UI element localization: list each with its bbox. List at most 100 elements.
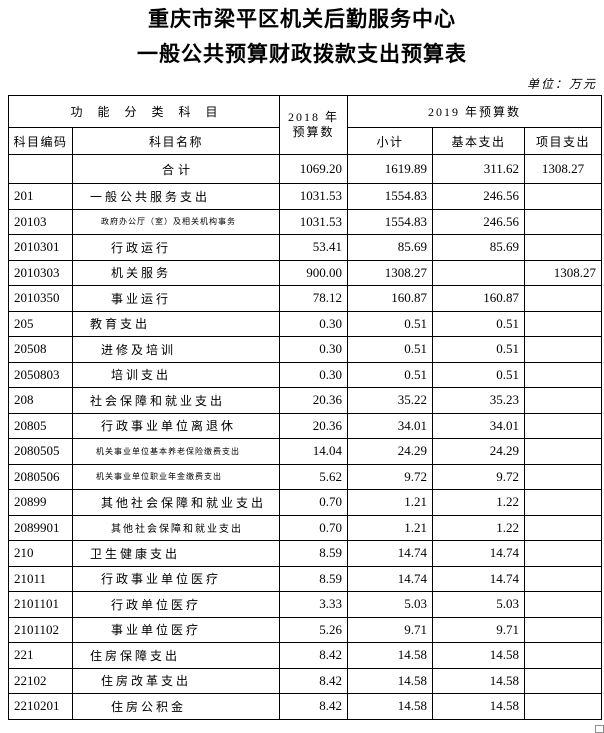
subtotal-2019-cell: 1619.89 [347, 154, 434, 184]
subtotal-2019-cell: 1308.27 [347, 259, 434, 286]
budget-2018-cell: 0.70 [279, 489, 349, 516]
budget-2018-cell: 8.42 [279, 642, 349, 669]
table-row: 208 社会保障和就业支出 20.36 35.22 35.23 [8, 387, 603, 414]
document-title-line1: 重庆市梁平区机关后勤服务中心 [148, 7, 456, 31]
budget-2018-cell: 8.42 [279, 693, 349, 720]
header-project-expenditure: 项目支出 [524, 127, 603, 155]
project-2019-cell: 1308.27 [524, 154, 603, 184]
basic-2019-cell: 1.22 [432, 489, 526, 516]
subject-name-cell: 住房保障支出 [71, 642, 281, 669]
project-2019-cell [524, 336, 603, 363]
subtotal-2019-cell: 85.69 [347, 234, 434, 261]
unit-note: 单位：万元 [526, 77, 597, 91]
budget-2018-cell: 20.36 [279, 387, 349, 414]
project-2019-cell [524, 693, 603, 720]
subject-code-cell: 205 [8, 310, 73, 337]
subject-name-cell: 住房改革支出 [71, 667, 281, 694]
subject-name-cell: 机关事业单位基本养老保险缴费支出 [71, 438, 281, 465]
subject-code-cell: 20508 [8, 336, 73, 363]
subject-code-cell: 2080506 [8, 463, 73, 490]
subtotal-2019-cell: 35.22 [347, 387, 434, 414]
subject-name-cell: 教育支出 [71, 310, 281, 337]
subject-code-cell: 20805 [8, 412, 73, 439]
project-2019-cell [524, 310, 603, 337]
budget-2018-cell: 20.36 [279, 412, 349, 439]
budget-2018-cell: 0.70 [279, 514, 349, 541]
subject-code-cell: 2010350 [8, 285, 73, 312]
subtotal-2019-cell: 1.21 [347, 514, 434, 541]
budget-2018-cell: 0.30 [279, 336, 349, 363]
subtotal-2019-cell: 160.87 [347, 285, 434, 312]
budget-2018-cell: 8.59 [279, 540, 349, 567]
subtotal-2019-cell: 9.71 [347, 616, 434, 643]
header-2018-budget: 2018 年 预算数 [279, 95, 349, 155]
table-row: 2089901 其他社会保障和就业支出 0.70 1.21 1.22 [8, 514, 603, 541]
subject-code-cell: 2101102 [8, 616, 73, 643]
subtotal-2019-cell: 34.01 [347, 412, 434, 439]
project-2019-cell [524, 642, 603, 669]
table-row: 22102 住房改革支出 8.42 14.58 14.58 [8, 667, 603, 694]
basic-2019-cell: 14.74 [432, 540, 526, 567]
header-subject-code: 科目编码 [8, 127, 73, 155]
table-row: 221 住房保障支出 8.42 14.58 14.58 [8, 642, 603, 669]
subject-name-cell: 卫生健康支出 [71, 540, 281, 567]
basic-2019-cell: 34.01 [432, 412, 526, 439]
table-row: 2210201 住房公积金 8.42 14.58 14.58 [8, 693, 603, 720]
table-row: 20899 其他社会保障和就业支出 0.70 1.21 1.22 [8, 489, 603, 516]
header-basic-expenditure: 基本支出 [432, 127, 526, 155]
table-row: 2101101 行政单位医疗 3.33 5.03 5.03 [8, 591, 603, 618]
document-title-line2: 一般公共预算财政拨款支出预算表 [137, 42, 467, 66]
subject-name-cell: 事业单位医疗 [71, 616, 281, 643]
table-row: 201 一般公共服务支出 1031.53 1554.83 246.56 [8, 183, 603, 210]
project-2019-cell [524, 514, 603, 541]
table-row: 2010350 事业运行 78.12 160.87 160.87 [8, 285, 603, 312]
header-2018-line1: 2018 年 [288, 110, 340, 124]
table-row: 205 教育支出 0.30 0.51 0.51 [8, 310, 603, 337]
basic-2019-cell: 160.87 [432, 285, 526, 312]
subtotal-2019-cell: 1554.83 [347, 183, 434, 210]
subtotal-2019-cell: 5.03 [347, 591, 434, 618]
subject-name-cell: 机关事业单位职业年金缴费支出 [71, 463, 281, 490]
resize-handle-artifact [595, 725, 604, 733]
project-2019-cell [524, 489, 603, 516]
basic-2019-cell: 5.03 [432, 591, 526, 618]
project-2019-cell [524, 234, 603, 261]
subtotal-2019-cell: 9.72 [347, 463, 434, 490]
table-row: 2050803 培训支出 0.30 0.51 0.51 [8, 361, 603, 388]
basic-2019-cell: 9.71 [432, 616, 526, 643]
budget-table: 功能分类科目 2018 年 预算数 2019 年预算数 科目编码 科目名称 小计… [7, 95, 603, 720]
subtotal-2019-cell: 14.58 [347, 667, 434, 694]
table-row: 20508 进修及培训 0.30 0.51 0.51 [8, 336, 603, 363]
subject-code-cell: 2010301 [8, 234, 73, 261]
subject-code-cell: 22102 [8, 667, 73, 694]
subtotal-2019-cell: 14.74 [347, 540, 434, 567]
project-2019-cell [524, 285, 603, 312]
subject-name-cell: 行政事业单位医疗 [71, 565, 281, 592]
subject-code-cell: 20103 [8, 208, 73, 235]
basic-2019-cell: 246.56 [432, 208, 526, 235]
table-row: 21011 行政事业单位医疗 8.59 14.74 14.74 [8, 565, 603, 592]
subject-code-cell: 2080505 [8, 438, 73, 465]
budget-2018-cell: 0.30 [279, 310, 349, 337]
subject-code-cell [8, 154, 73, 184]
table-row: 2080505 机关事业单位基本养老保险缴费支出 14.04 24.29 24.29 [8, 438, 603, 465]
subject-code-cell: 201 [8, 183, 73, 210]
basic-2019-cell: 14.58 [432, 667, 526, 694]
subtotal-2019-cell: 14.74 [347, 565, 434, 592]
budget-2018-cell: 53.41 [279, 234, 349, 261]
project-2019-cell [524, 591, 603, 618]
basic-2019-cell: 14.74 [432, 565, 526, 592]
table-row: 2010301 行政运行 53.41 85.69 85.69 [8, 234, 603, 261]
header-subtotal: 小计 [347, 127, 434, 155]
project-2019-cell: 1308.27 [524, 259, 603, 286]
budget-2018-cell: 3.33 [279, 591, 349, 618]
budget-2018-cell: 8.59 [279, 565, 349, 592]
subject-code-cell: 2101101 [8, 591, 73, 618]
basic-2019-cell: 24.29 [432, 438, 526, 465]
project-2019-cell [524, 387, 603, 414]
subject-name-cell: 行政事业单位离退休 [71, 412, 281, 439]
basic-2019-cell: 1.22 [432, 514, 526, 541]
subject-code-cell: 21011 [8, 565, 73, 592]
subject-code-cell: 2089901 [8, 514, 73, 541]
table-row-total: 合计 1069.20 1619.89 311.62 1308.27 [8, 154, 603, 184]
